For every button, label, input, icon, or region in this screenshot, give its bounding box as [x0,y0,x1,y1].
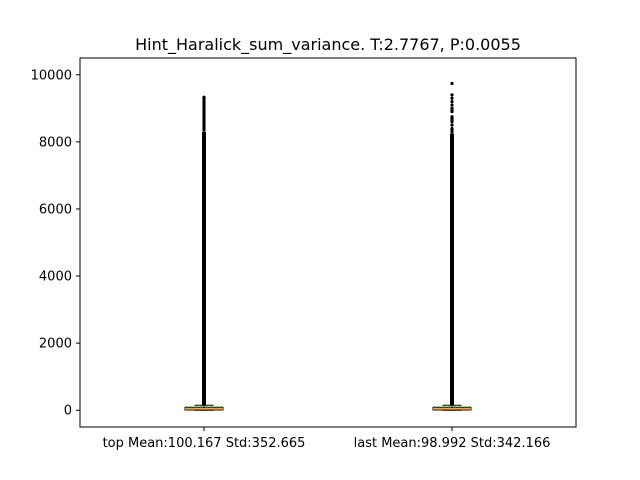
outlier-points [450,133,454,406]
y-tick-label: 8000 [39,135,72,150]
plot-area: 0 2000 4000 6000 8000 10000 top Mean:100.167 S… [31,57,577,451]
y-tick-label: 6000 [39,202,72,217]
outlier-point [202,95,206,99]
outlier-points [202,131,206,406]
outlier-point [450,106,454,110]
x-tick-label: top Mean:100.167 Std:352.665 [103,436,306,451]
y-tick-label: 2000 [39,337,72,352]
axes-frame [79,57,577,428]
outlier-point [450,103,454,107]
outlier-point [450,100,454,104]
outlier-point [450,126,454,131]
chart-title: Hint_Haralick_sum_variance. T:2.7767, P:… [135,35,521,55]
outlier-point [450,93,454,97]
outlier-point [450,81,454,86]
x-tick-label: last Mean:98.992 Std:342.166 [354,436,551,451]
y-tick-label: 4000 [39,270,72,285]
outlier-point [450,115,454,119]
outlier-point [450,96,454,100]
y-tick-label: 0 [64,404,72,419]
outlier-point [450,123,454,127]
y-tick-label: 10000 [31,68,72,83]
